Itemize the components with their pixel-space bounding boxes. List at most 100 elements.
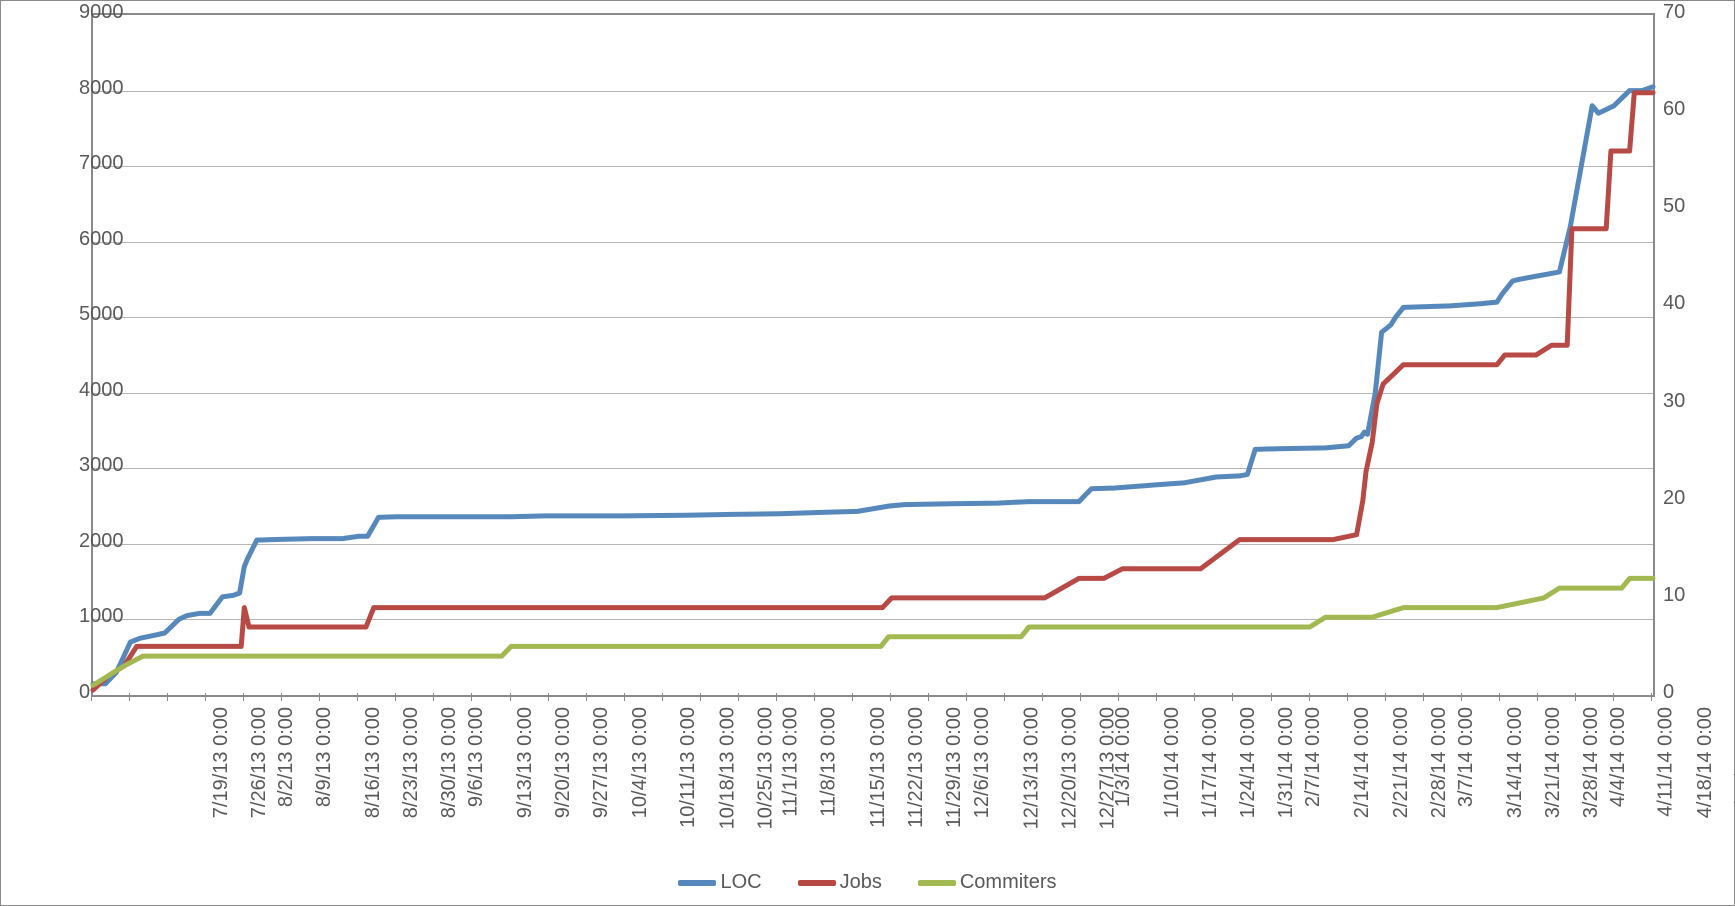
x-tick-label: 4/4/14 0:00 (1607, 707, 1630, 807)
x-tick-label: 1/3/14 0:00 (1112, 707, 1135, 807)
x-tick-label: 2/7/14 0:00 (1303, 707, 1326, 807)
x-tick-label: 8/9/13 0:00 (313, 707, 336, 807)
x-tick (700, 693, 701, 701)
x-tick (243, 693, 244, 701)
x-tick-label: 12/20/13 0:00 (1058, 707, 1081, 829)
x-tick-label: 8/16/13 0:00 (362, 707, 385, 818)
x-tick (776, 693, 777, 701)
legend-swatch (798, 880, 836, 886)
x-tick-label: 11/29/13 0:00 (943, 707, 966, 828)
x-tick (510, 693, 511, 701)
legend-label: Commiters (960, 871, 1057, 894)
x-tick-label: 3/28/14 0:00 (1580, 707, 1603, 818)
x-tick (167, 693, 168, 701)
x-tick-label: 7/26/13 0:00 (248, 707, 271, 818)
y-right-tick-label: 30 (1663, 390, 1685, 413)
legend-item-jobs: Jobs (798, 871, 882, 894)
x-tick-label: 11/15/13 0:00 (867, 707, 890, 828)
x-tick-label: 9/27/13 0:00 (591, 707, 614, 818)
legend-label: LOC (720, 871, 761, 894)
x-tick-label: 9/6/13 0:00 (465, 707, 488, 807)
y-right-tick-label: 40 (1663, 292, 1685, 315)
plot-area (91, 13, 1655, 697)
legend-item-loc: LOC (678, 871, 761, 894)
x-tick (357, 693, 358, 701)
x-tick-label: 2/28/14 0:00 (1428, 707, 1451, 818)
x-tick-label: 1/31/14 0:00 (1276, 707, 1299, 818)
x-tick (586, 693, 587, 701)
x-tick-label: 8/23/13 0:00 (400, 707, 423, 818)
x-tick (433, 693, 434, 701)
x-tick (928, 693, 929, 701)
x-tick (1651, 693, 1652, 701)
x-tick (1537, 693, 1538, 701)
x-tick-label: 12/6/13 0:00 (971, 707, 994, 818)
x-tick (395, 693, 396, 701)
x-tick (205, 693, 206, 701)
x-tick (1575, 693, 1576, 701)
x-tick (1309, 693, 1310, 701)
x-tick-label: 1/17/14 0:00 (1199, 707, 1222, 818)
x-tick (890, 693, 891, 701)
x-tick (1080, 693, 1081, 701)
x-tick (1347, 693, 1348, 701)
x-tick-label: 11/8/13 0:00 (818, 707, 841, 817)
series-line-jobs (93, 93, 1653, 690)
x-tick (738, 693, 739, 701)
x-tick-label: 9/20/13 0:00 (553, 707, 576, 818)
x-tick (471, 693, 472, 701)
y-right-tick-label: 70 (1663, 1, 1685, 24)
legend-item-commiters: Commiters (918, 871, 1057, 894)
x-tick (1423, 693, 1424, 701)
x-tick-label: 2/21/14 0:00 (1390, 707, 1413, 818)
x-tick (1194, 693, 1195, 701)
series-line-commiters (93, 578, 1653, 685)
legend-swatch (678, 880, 716, 886)
x-tick (662, 693, 663, 701)
x-tick-label: 2/14/14 0:00 (1352, 707, 1375, 818)
x-tick (1461, 693, 1462, 701)
legend: LOC Jobs Commiters (1, 871, 1734, 894)
chart-container: LOCJobsCommiters 01000200030004000500060… (0, 0, 1735, 906)
x-tick (1004, 693, 1005, 701)
y-right-tick-label: 60 (1663, 98, 1685, 121)
y-right-tick-label: 0 (1663, 681, 1674, 704)
x-tick-label: 8/2/13 0:00 (275, 707, 298, 807)
x-tick (966, 693, 967, 701)
x-tick-label: 4/18/14 0:00 (1694, 707, 1717, 818)
y-right-tick-label: 20 (1663, 487, 1685, 510)
x-tick-label: 11/1/13 0:00 (779, 707, 802, 817)
x-tick-label: 1/24/14 0:00 (1238, 707, 1261, 818)
series-line-loc (93, 87, 1653, 684)
x-tick (1499, 693, 1500, 701)
x-tick-label: 10/25/13 0:00 (754, 707, 777, 829)
x-tick (1271, 693, 1272, 701)
x-tick-label: 9/13/13 0:00 (515, 707, 538, 818)
x-tick (1156, 693, 1157, 701)
y-right-tick-label: 50 (1663, 195, 1685, 218)
x-tick-label: 12/13/13 0:00 (1020, 707, 1043, 829)
x-tick (1232, 693, 1233, 701)
x-tick (814, 693, 815, 701)
series-svg (93, 15, 1653, 695)
x-tick (548, 693, 549, 701)
x-tick-label: 1/10/14 0:00 (1161, 707, 1184, 818)
x-tick-label: 10/18/13 0:00 (716, 707, 739, 829)
x-tick (852, 693, 853, 701)
x-tick-label: 3/7/14 0:00 (1455, 707, 1478, 807)
x-tick-label: 10/11/13 0:00 (676, 707, 699, 828)
x-tick (281, 693, 282, 701)
y-right-tick-label: 10 (1663, 584, 1685, 607)
x-tick-label: 10/4/13 0:00 (629, 707, 652, 818)
x-tick (1042, 693, 1043, 701)
x-tick-label: 7/19/13 0:00 (210, 707, 233, 818)
x-tick-label: 11/22/13 0:00 (905, 707, 928, 828)
x-tick-label: 3/21/14 0:00 (1542, 707, 1565, 818)
x-tick (1118, 693, 1119, 701)
x-tick (319, 693, 320, 701)
x-tick-label: 3/14/14 0:00 (1504, 707, 1527, 818)
x-tick (1613, 693, 1614, 701)
x-tick (129, 693, 130, 701)
legend-swatch (918, 880, 956, 886)
x-tick (91, 693, 92, 701)
